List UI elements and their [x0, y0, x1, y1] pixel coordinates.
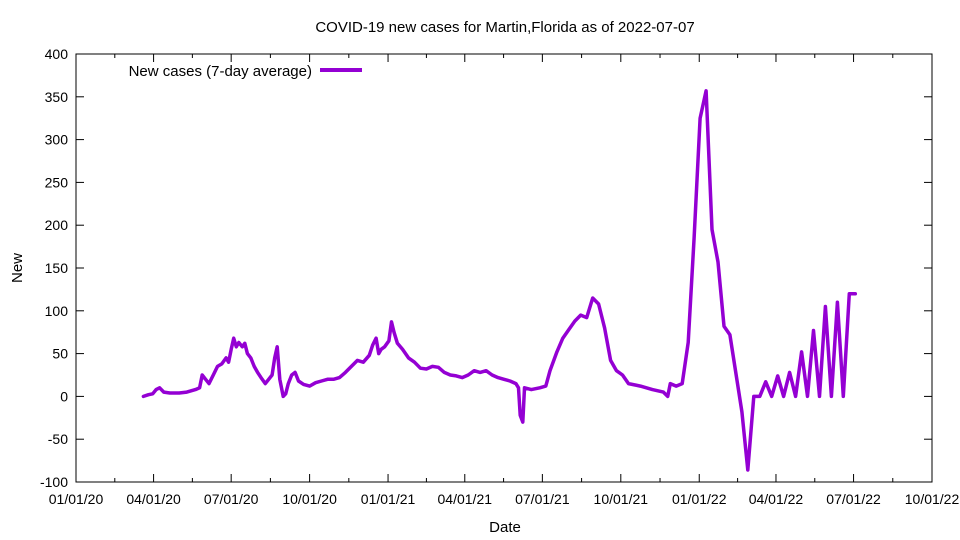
x-tick-label: 04/01/22: [749, 491, 804, 507]
x-tick-label: 07/01/21: [515, 491, 570, 507]
legend-label: New cases (7-day average): [129, 63, 312, 80]
y-tick-label: 150: [45, 260, 69, 276]
y-tick-label: 250: [45, 174, 69, 190]
x-tick-label: 10/01/21: [594, 491, 649, 507]
y-tick-label: 350: [45, 89, 69, 105]
x-tick-label: 01/01/21: [361, 491, 416, 507]
legend: New cases (7-day average): [129, 63, 362, 80]
chart-title: COVID-19 new cases for Martin,Florida as…: [315, 19, 694, 36]
x-tick-label: 07/01/20: [204, 491, 259, 507]
x-tick-label: 04/01/21: [438, 491, 493, 507]
series-line: [141, 89, 858, 472]
x-axis-title: Date: [489, 519, 521, 536]
x-tick-label: 01/01/20: [49, 491, 104, 507]
y-tick-label: -100: [40, 474, 68, 490]
x-axis: 01/01/20 04/01/20 07/01/20 10/01/20 01/01/21…: [49, 54, 960, 507]
y-tick-label: 200: [45, 217, 69, 233]
x-tick-label: 10/01/22: [905, 491, 960, 507]
y-tick-label: 400: [45, 46, 69, 62]
y-tick-label: 300: [45, 132, 69, 148]
plot-frame: [75, 53, 933, 483]
series-layer: [141, 89, 858, 472]
x-tick-label: 07/01/22: [826, 491, 881, 507]
x-tick-label: 01/01/22: [672, 491, 727, 507]
y-tick-label: 100: [45, 303, 69, 319]
x-tick-label: 04/01/20: [126, 491, 181, 507]
y-tick-label: 0: [60, 388, 68, 404]
x-tick-label: 10/01/20: [282, 491, 337, 507]
y-axis-title: New: [9, 253, 26, 283]
y-tick-label: -50: [48, 431, 68, 447]
y-tick-label: 50: [52, 346, 68, 362]
y-axis: -100 -50 0 50 100 150 200 250 300 350 400: [40, 46, 932, 490]
